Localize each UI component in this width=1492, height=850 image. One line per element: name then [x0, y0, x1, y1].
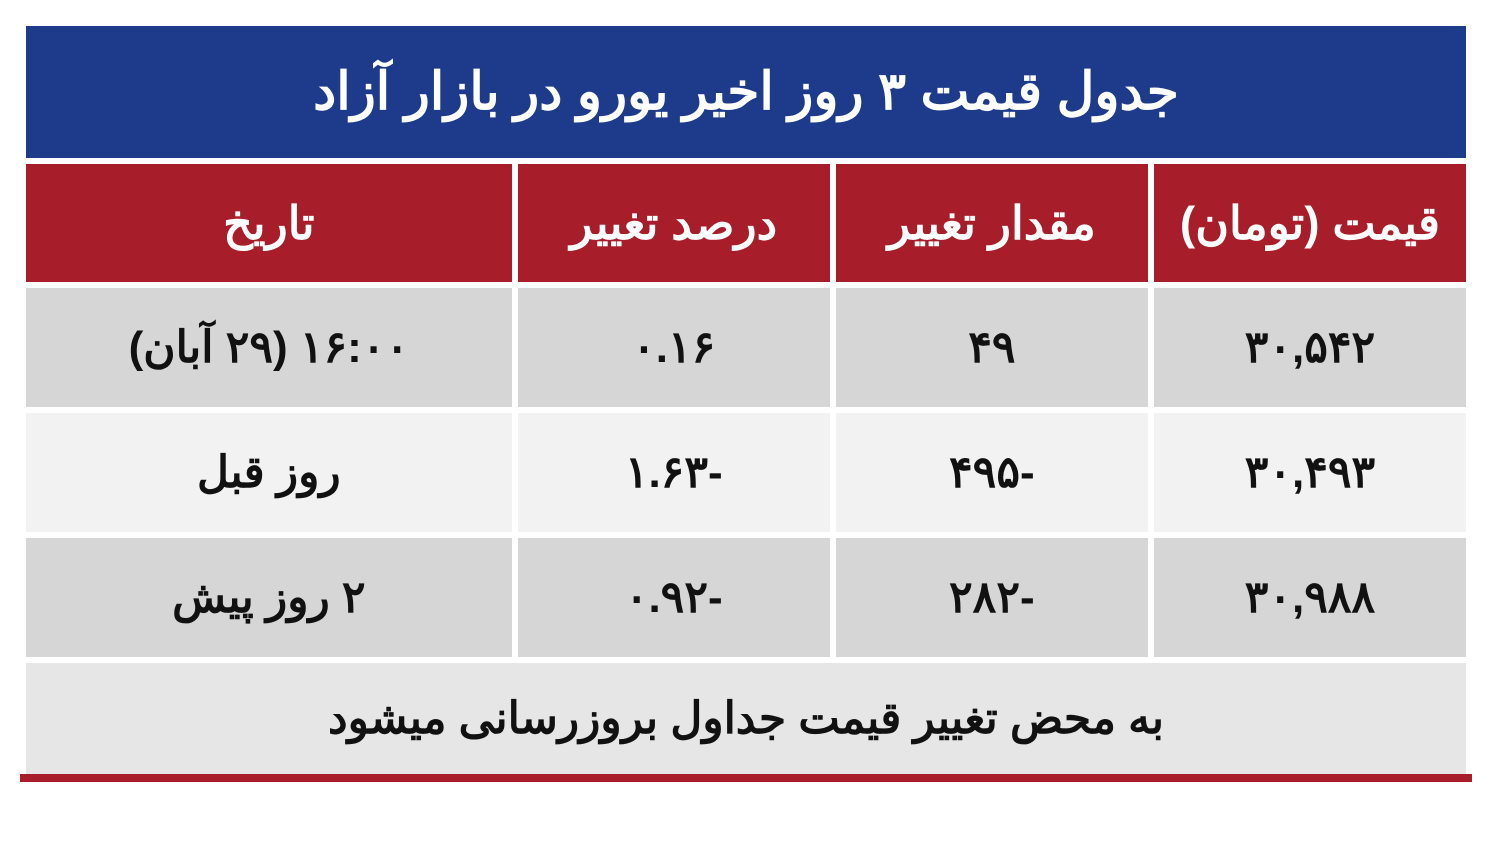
- table-title: جدول قیمت ۳ روز اخیر یورو در بازار آزاد: [23, 23, 1469, 161]
- col-header-change: مقدار تغییر: [833, 161, 1151, 285]
- cell-price: ۳۰,۹۸۸: [1151, 535, 1469, 660]
- cell-date: روز قبل: [23, 410, 515, 535]
- cell-change: -۴۹۵: [833, 410, 1151, 535]
- table-row: ۳۰,۵۴۲ ۴۹ ۰.۱۶ ۱۶:۰۰ (۲۹ آبان): [23, 285, 1469, 410]
- cell-price: ۳۰,۴۹۳: [1151, 410, 1469, 535]
- table-header-row: قیمت (تومان) مقدار تغییر درصد تغییر تاری…: [23, 161, 1469, 285]
- table-footer-row: به محض تغییر قیمت جداول بروزرسانی میشود: [23, 660, 1469, 778]
- cell-date: ۲ روز پیش: [23, 535, 515, 660]
- cell-pct: ۰.۱۶: [515, 285, 833, 410]
- col-header-price: قیمت (تومان): [1151, 161, 1469, 285]
- cell-date: ۱۶:۰۰ (۲۹ آبان): [23, 285, 515, 410]
- col-header-pct: درصد تغییر: [515, 161, 833, 285]
- euro-price-table: جدول قیمت ۳ روز اخیر یورو در بازار آزاد …: [20, 20, 1472, 782]
- col-header-date: تاریخ: [23, 161, 515, 285]
- table-row: ۳۰,۹۸۸ -۲۸۲ -۰.۹۲ ۲ روز پیش: [23, 535, 1469, 660]
- cell-pct: -۰.۹۲: [515, 535, 833, 660]
- cell-change: -۲۸۲: [833, 535, 1151, 660]
- table-title-row: جدول قیمت ۳ روز اخیر یورو در بازار آزاد: [23, 23, 1469, 161]
- cell-change: ۴۹: [833, 285, 1151, 410]
- table-footer: به محض تغییر قیمت جداول بروزرسانی میشود: [23, 660, 1469, 778]
- cell-pct: -۱.۶۳: [515, 410, 833, 535]
- cell-price: ۳۰,۵۴۲: [1151, 285, 1469, 410]
- table-row: ۳۰,۴۹۳ -۴۹۵ -۱.۶۳ روز قبل: [23, 410, 1469, 535]
